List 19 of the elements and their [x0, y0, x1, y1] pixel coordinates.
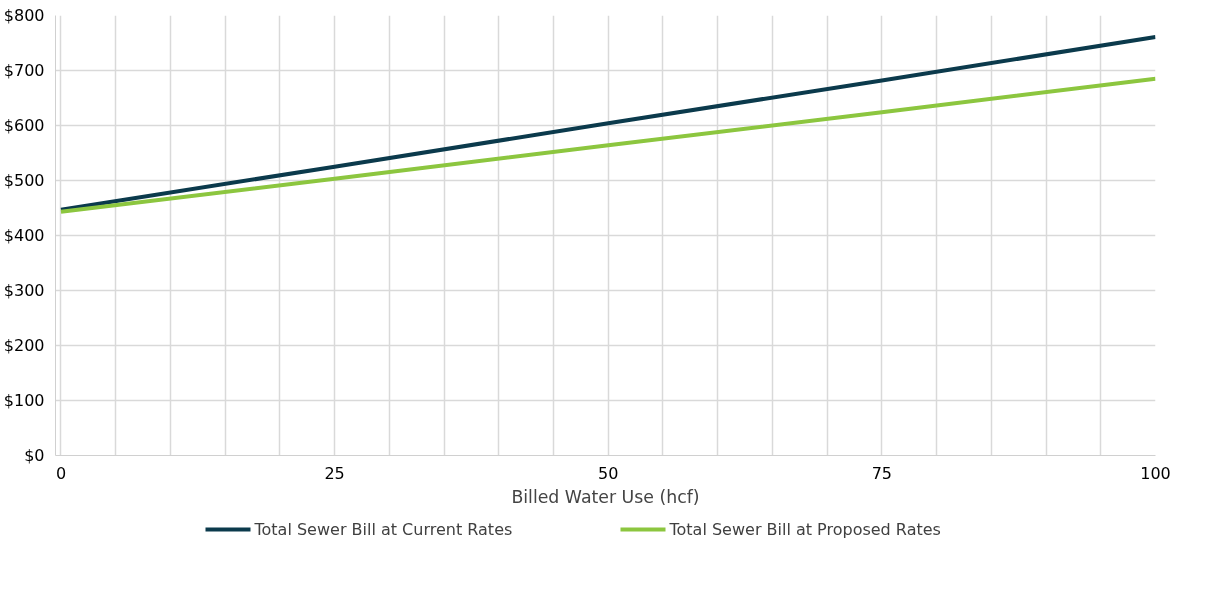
line-series [58, 76, 1156, 214]
line-series [58, 34, 1156, 212]
y-tick-label: $400 [3, 226, 45, 245]
y-tick-label: $300 [3, 281, 45, 300]
y-tick-label: $100 [3, 391, 45, 410]
y-tick-label: $200 [3, 336, 45, 355]
y-tick-label: $500 [3, 171, 45, 190]
y-tick-label: $600 [3, 116, 45, 135]
x-axis-title: Billed Water Use (hcf) [511, 486, 700, 507]
y-tick-label: $0 [24, 446, 45, 465]
x-tick-label: 0 [55, 463, 67, 483]
x-tick-label: 75 [871, 463, 893, 483]
x-tick-label: 50 [598, 463, 619, 483]
legend-label: Total Sewer Bill at Proposed Rates [668, 520, 941, 539]
x-tick-label: 100 [1140, 463, 1171, 483]
legend-label: Total Sewer Bill at Current Rates [253, 520, 513, 539]
y-tick-label: $800 [3, 6, 45, 25]
x-tick-label: 25 [324, 463, 345, 483]
y-tick-label: $700 [3, 61, 45, 80]
